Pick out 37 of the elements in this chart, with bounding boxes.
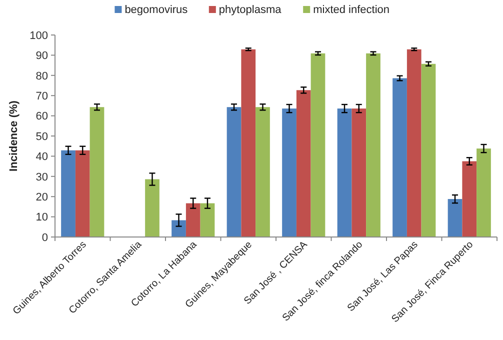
bar	[337, 108, 352, 237]
bar	[282, 108, 296, 237]
y-tick-label: 40	[36, 151, 48, 164]
legend-label: mixted infection	[313, 4, 390, 16]
y-tick-label: 80	[36, 70, 48, 82]
y-tick-label: 90	[36, 50, 48, 62]
bar	[256, 107, 270, 237]
bar	[241, 49, 256, 237]
bar	[186, 203, 200, 237]
bar	[421, 64, 436, 237]
y-tick-label: 30	[36, 171, 48, 184]
y-tick-label: 70	[36, 90, 48, 102]
bar	[406, 49, 422, 237]
bar	[448, 199, 462, 237]
bar	[90, 107, 104, 237]
y-tick-label: 50	[36, 130, 48, 143]
bar	[352, 108, 366, 237]
bar	[172, 220, 186, 237]
bar	[296, 90, 311, 237]
bar	[226, 107, 242, 237]
bar	[145, 179, 160, 237]
bar	[366, 53, 380, 237]
y-axis-title: Incidence (%)	[8, 100, 20, 172]
y-tick-label: 0	[42, 232, 48, 244]
legend-label: phytoplasma	[218, 4, 282, 16]
bar	[476, 148, 491, 237]
y-tick-label: 100	[30, 30, 48, 42]
bar	[61, 150, 76, 237]
y-tick-label: 60	[36, 110, 48, 123]
y-tick-label: 10	[36, 212, 48, 224]
bar	[75, 150, 90, 237]
y-tick-label: 20	[36, 191, 48, 204]
legend-label: begomovirus	[124, 4, 188, 16]
bar	[392, 78, 407, 237]
bar	[462, 161, 477, 237]
bar	[310, 53, 326, 237]
bar	[200, 203, 215, 237]
